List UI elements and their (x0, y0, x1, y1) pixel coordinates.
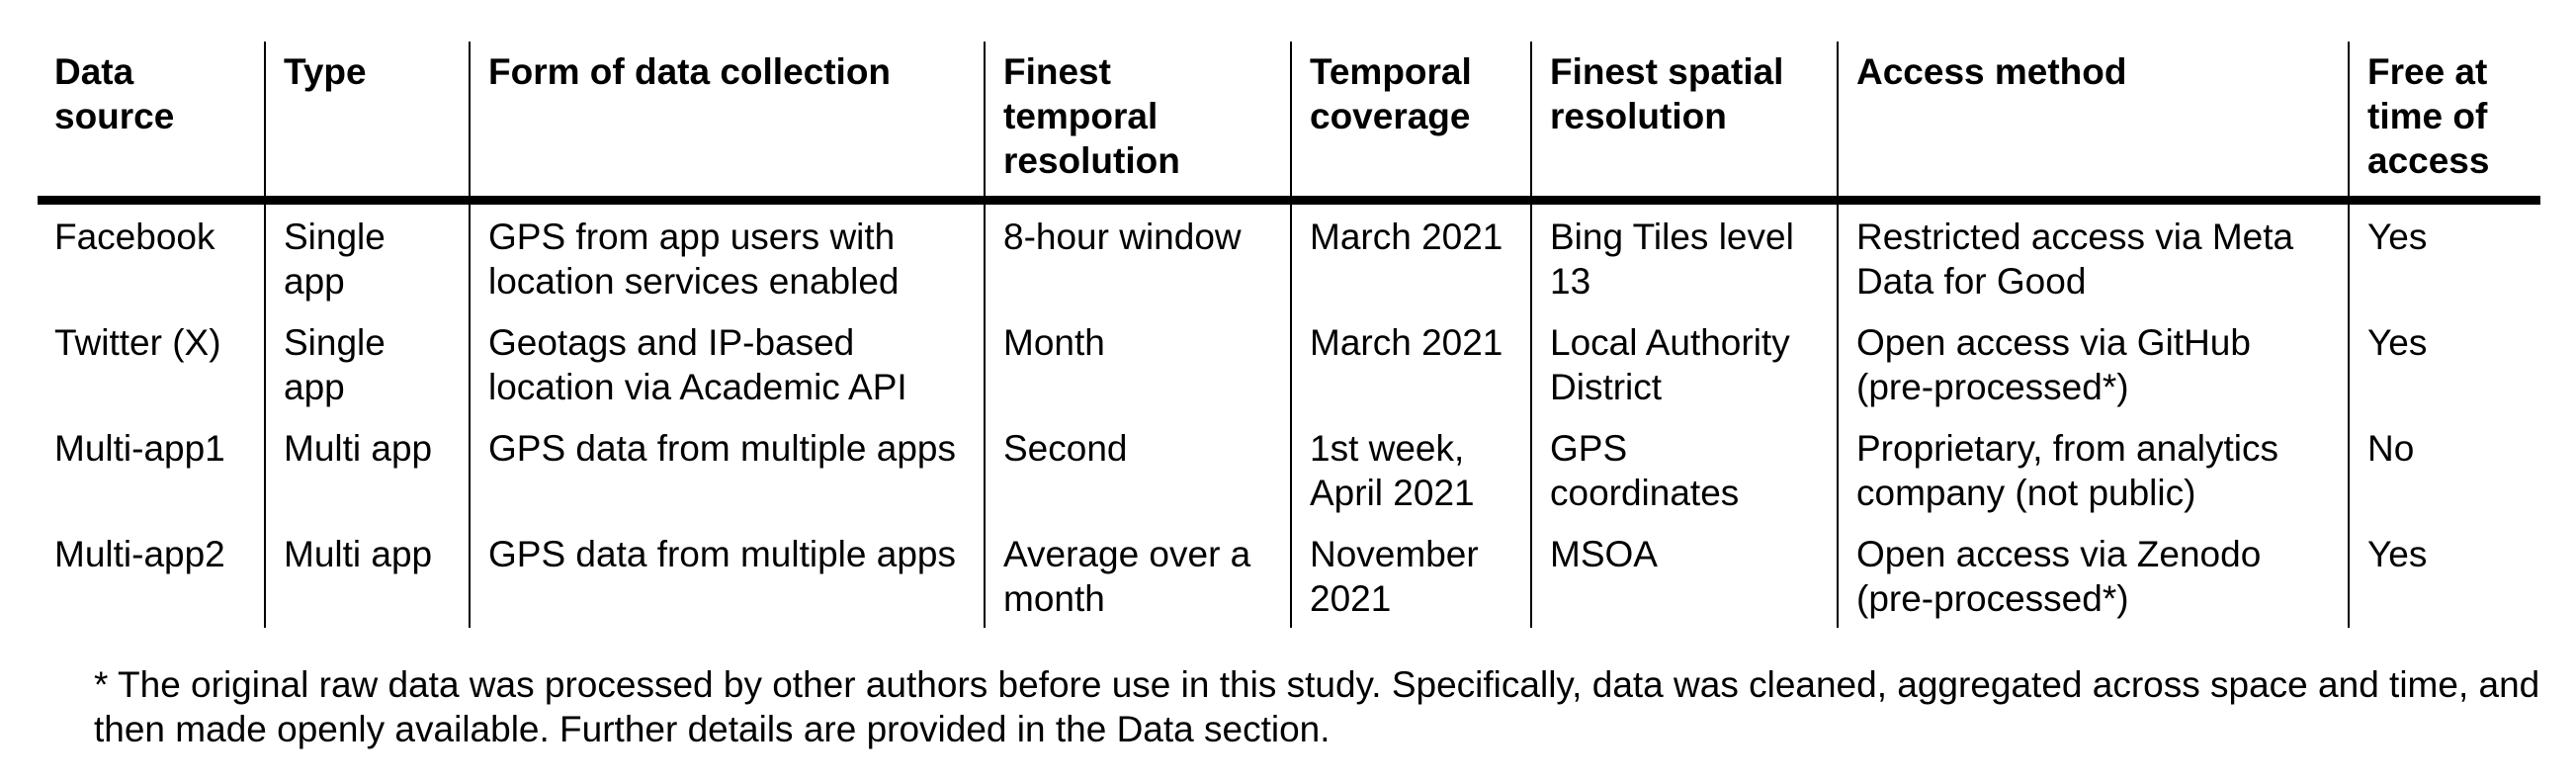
header-temporal-resolution: Finest temporal resolution (984, 42, 1291, 201)
cell-temporal-coverage: November 2021 (1290, 522, 1531, 628)
header-access-method: Access method (1837, 42, 2349, 201)
cell-access-method: Proprietary, from analytics company (not… (1837, 416, 2349, 522)
cell-temporal-coverage: March 2021 (1290, 310, 1531, 416)
cell-form-of-collection: Geotags and IP-based location via Academ… (469, 310, 985, 416)
cell-data-source: Multi-app2 (54, 534, 225, 574)
table-footnote: * The original raw data was processed by… (94, 664, 2540, 749)
cell-access-method: Open access via Zenodo (pre-processed*) (1837, 522, 2349, 628)
table-row: Twitter (X) Single app Geotags and IP-ba… (38, 310, 2540, 416)
cell-spatial-resolution: Bing Tiles level 13 (1530, 200, 1838, 310)
cell-temporal-resolution: Average over a month (984, 522, 1291, 628)
data-sources-table: Data source Type Form of data collection… (38, 42, 2540, 628)
cell-temporal-resolution: Month (984, 310, 1291, 416)
cell-temporal-resolution: Second (984, 416, 1291, 522)
cell-data-source: Twitter (X) (54, 322, 221, 363)
cell-data-source: Facebook (54, 217, 215, 257)
header-free-at-access: Free at time of access (2348, 42, 2540, 201)
cell-free-at-access: No (2348, 416, 2540, 522)
header-temporal-coverage: Temporal coverage (1290, 42, 1531, 201)
data-sources-table-container: Data source Type Form of data collection… (38, 42, 2540, 628)
cell-type: Single app (264, 310, 470, 416)
cell-free-at-access: Yes (2348, 522, 2540, 628)
cell-form-of-collection: GPS data from multiple apps (469, 522, 985, 628)
table-row: Multi-app1 Multi app GPS data from multi… (38, 416, 2540, 522)
cell-form-of-collection: GPS data from multiple apps (469, 416, 985, 522)
header-form-of-collection: Form of data collection (469, 42, 985, 201)
header-spatial-resolution: Finest spatial resolution (1530, 42, 1838, 201)
cell-temporal-coverage: 1st week, April 2021 (1290, 416, 1531, 522)
cell-type: Multi app (264, 416, 470, 522)
header-row: Data source Type Form of data collection… (38, 42, 2540, 201)
cell-temporal-coverage: March 2021 (1290, 200, 1531, 310)
table-row: Multi-app2 Multi app GPS data from multi… (38, 522, 2540, 628)
cell-spatial-resolution: MSOA (1530, 522, 1838, 628)
cell-free-at-access: Yes (2348, 310, 2540, 416)
cell-type: Multi app (264, 522, 470, 628)
cell-access-method: Restricted access via Meta Data for Good (1837, 200, 2349, 310)
cell-temporal-resolution: 8-hour window (984, 200, 1291, 310)
cell-spatial-resolution: GPS coordinates (1530, 416, 1838, 522)
cell-data-source: Multi-app1 (54, 428, 225, 469)
cell-free-at-access: Yes (2348, 200, 2540, 310)
cell-form-of-collection: GPS from app users with location service… (469, 200, 985, 310)
header-type: Type (264, 42, 470, 201)
header-data-source: Data source (54, 51, 175, 136)
cell-type: Single app (264, 200, 470, 310)
cell-spatial-resolution: Local Authority District (1530, 310, 1838, 416)
table-row: Facebook Single app GPS from app users w… (38, 200, 2540, 310)
cell-access-method: Open access via GitHub (pre-processed*) (1837, 310, 2349, 416)
